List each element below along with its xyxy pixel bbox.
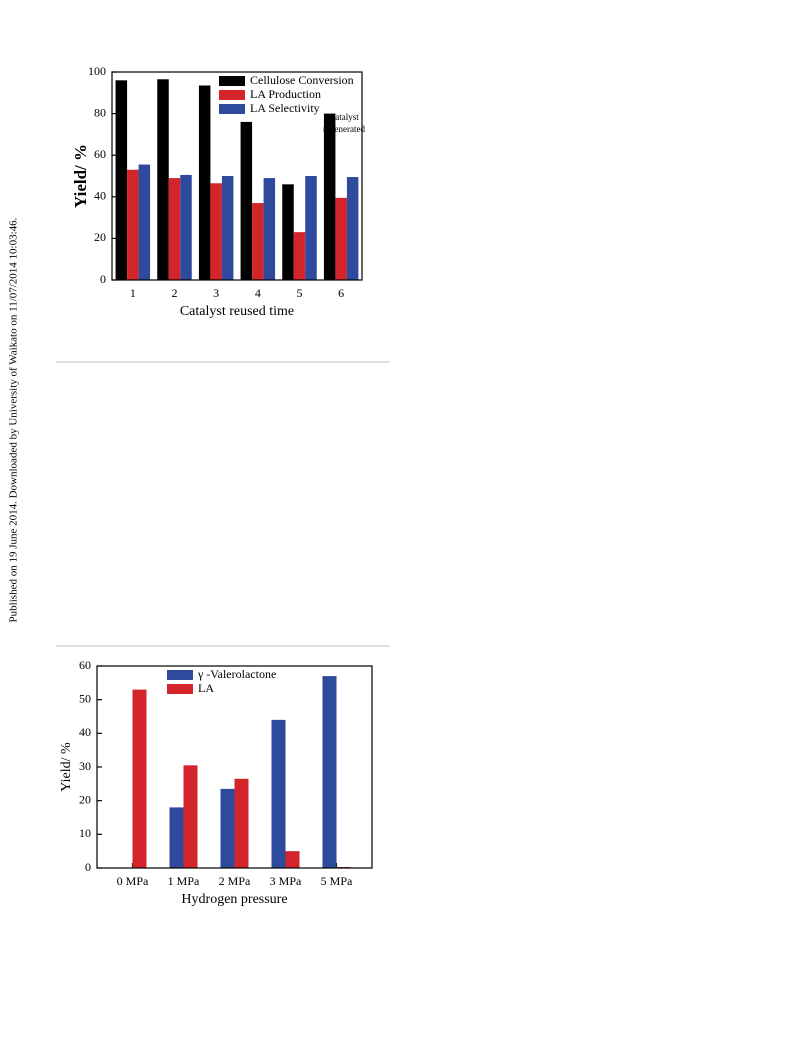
bar <box>252 203 264 280</box>
sidebar-note: Published on 19 June 2014. Downloaded by… <box>8 217 20 622</box>
y-tick-label: 0 <box>85 860 91 874</box>
bar <box>132 689 147 868</box>
x-tick-label: 5 <box>297 286 303 300</box>
legend-swatch <box>167 684 193 694</box>
y-tick-label: 10 <box>79 826 91 840</box>
bar <box>305 176 317 280</box>
plot-frame <box>96 665 373 869</box>
legend-label: LA Selectivity <box>250 101 320 115</box>
bar <box>180 174 192 280</box>
bar <box>271 719 286 868</box>
bar <box>323 113 336 280</box>
x-tick-label: 3 <box>213 286 219 300</box>
bar <box>285 851 300 868</box>
bar <box>263 178 276 280</box>
y-tick-label: 60 <box>94 147 106 161</box>
y-tick-label: 20 <box>94 230 106 244</box>
x-tick-label: 2 <box>172 286 178 300</box>
x-tick-label: 1 <box>130 286 136 300</box>
bar <box>138 164 151 280</box>
y-tick-label: 50 <box>79 691 91 705</box>
bar <box>335 197 347 280</box>
x-axis-label: Hydrogen pressure <box>181 892 287 907</box>
bar <box>183 765 198 868</box>
x-tick-label: 4 <box>255 286 261 300</box>
y-tick-label: 80 <box>94 105 106 119</box>
bar <box>127 169 139 280</box>
bar <box>220 788 235 868</box>
bar <box>240 121 253 280</box>
y-axis-label: Yield/ % <box>71 144 90 208</box>
y-tick-label: 20 <box>79 792 91 806</box>
legend-label: LA <box>198 681 214 695</box>
legend-label: LA Production <box>250 87 321 101</box>
x-tick-label: 1 MPa <box>168 874 200 888</box>
legend-swatch <box>219 76 245 86</box>
y-tick-label: 40 <box>94 189 106 203</box>
bar <box>346 177 359 280</box>
annotation: Catalyst <box>329 112 359 122</box>
bar <box>210 183 222 280</box>
bar <box>157 79 169 280</box>
x-axis-label: Catalyst reused time <box>180 304 294 319</box>
bar <box>168 178 181 280</box>
bar <box>322 676 337 868</box>
bar <box>198 85 211 281</box>
bar <box>221 176 234 280</box>
bar <box>115 80 128 280</box>
x-tick-label: 5 MPa <box>321 874 353 888</box>
legend-swatch <box>167 670 193 680</box>
x-tick-label: 6 <box>338 286 344 300</box>
y-tick-label: 100 <box>88 64 106 78</box>
legend-label: Cellulose Conversion <box>250 73 354 87</box>
annotation: regenerated <box>323 124 365 134</box>
y-axis-label: Yield/ % <box>59 742 74 792</box>
plot-frame <box>111 71 363 281</box>
bar <box>169 807 184 868</box>
bar <box>234 778 249 868</box>
bar <box>282 184 294 280</box>
legend-swatch <box>219 90 245 100</box>
legend-label: γ -Valerolactone <box>197 667 276 681</box>
y-tick-label: 40 <box>79 725 91 739</box>
x-tick-label: 3 MPa <box>270 874 302 888</box>
legend-swatch <box>219 104 245 114</box>
bar <box>293 232 306 280</box>
x-tick-label: 0 MPa <box>117 874 149 888</box>
y-tick-label: 0 <box>100 272 106 286</box>
y-tick-label: 60 <box>79 658 91 672</box>
y-tick-label: 30 <box>79 759 91 773</box>
x-tick-label: 2 MPa <box>219 874 251 888</box>
